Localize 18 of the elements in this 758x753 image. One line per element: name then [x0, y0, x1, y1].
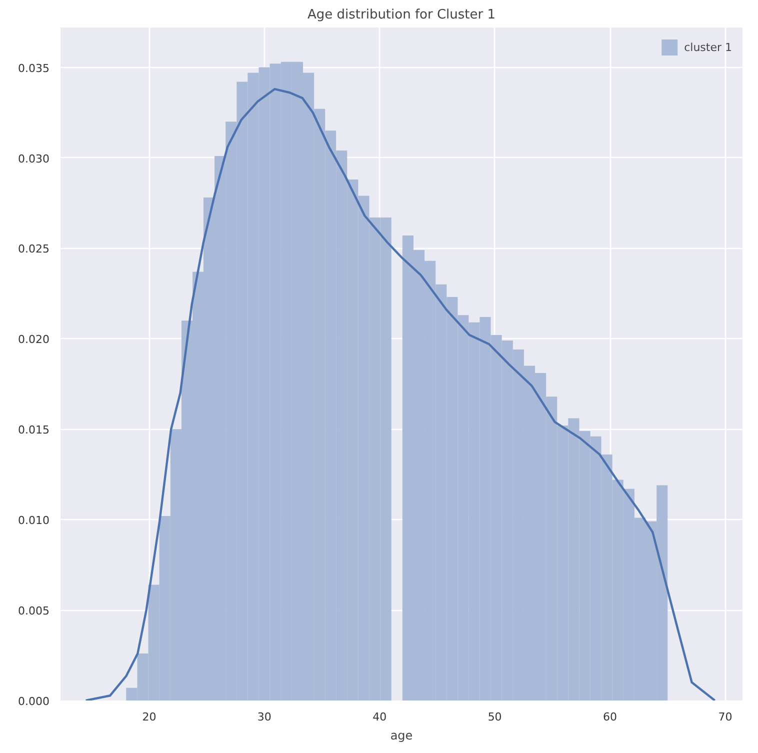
x-tick-label: 20	[142, 710, 156, 724]
y-tick-label: 0.005	[18, 604, 50, 618]
chart-title: Age distribution for Cluster 1	[307, 8, 496, 22]
line-series	[84, 88, 716, 700]
x-tick-label: 50	[488, 710, 502, 724]
y-tick-label: 0.010	[18, 514, 50, 528]
y-tick-label: 0.035	[18, 62, 50, 75]
x-axis-title: age	[390, 728, 413, 742]
y-tick-label: 0.030	[18, 152, 50, 166]
y-tick-label: 0.015	[18, 424, 50, 437]
x-tick-label: 60	[603, 710, 618, 724]
y-tick-label: 0.020	[18, 333, 50, 346]
y-tick-label: 0.000	[18, 695, 50, 708]
x-tick-label: 30	[257, 710, 272, 724]
x-tick-label: 40	[372, 710, 387, 724]
y-tick-label: 0.025	[18, 242, 50, 256]
x-tick-label: 70	[718, 710, 732, 724]
legend-label: cluster 1	[684, 40, 732, 54]
